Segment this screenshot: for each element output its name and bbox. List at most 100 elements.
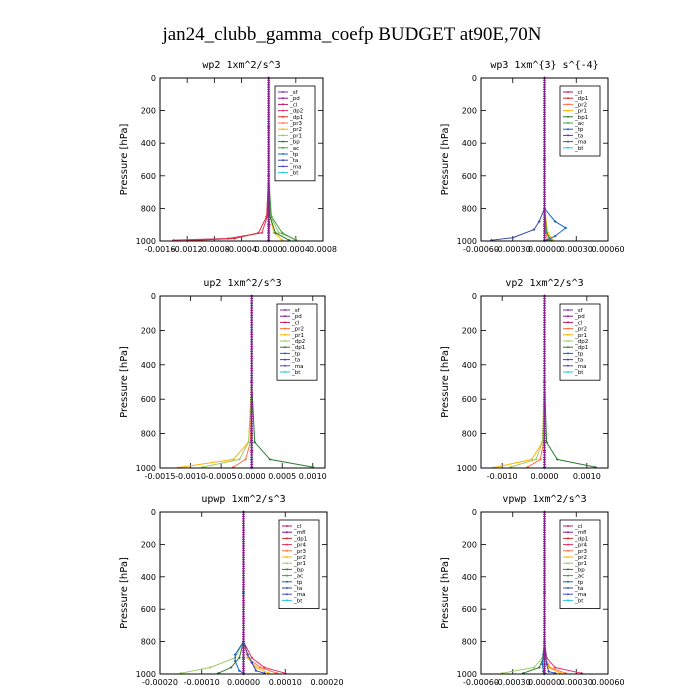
zero-marker	[542, 165, 547, 169]
series-point	[277, 231, 281, 235]
zero-marker	[266, 135, 271, 139]
series-point	[532, 666, 536, 669]
y-tick-label: 0	[472, 508, 477, 517]
legend-marker	[285, 562, 289, 565]
zero-marker	[542, 398, 547, 401]
zero-marker	[266, 231, 271, 235]
legend-marker	[281, 134, 285, 137]
zero-marker	[542, 578, 547, 582]
zero-marker	[542, 460, 547, 464]
panel-5: upwp 1xm^2/s^3 0 200 400 600 800 1000-0.00020-…	[119, 494, 344, 687]
zero-marker	[542, 227, 547, 230]
zero-marker	[542, 371, 547, 375]
legend-marker	[285, 574, 289, 577]
zero-marker	[542, 97, 547, 100]
zero-marker	[249, 443, 254, 447]
zero-marker	[542, 129, 547, 132]
series-line	[523, 512, 545, 674]
legend-label: _sf	[574, 308, 584, 314]
zero-marker	[542, 630, 547, 634]
legend-label: _bp	[293, 567, 304, 573]
zero-marker	[241, 642, 246, 645]
legend-label: _bt	[574, 598, 584, 604]
figure-title: jan24_clubb_gamma_coefp BUDGET at90E,70N	[161, 24, 541, 45]
zero-marker	[542, 664, 547, 668]
zero-marker	[266, 92, 271, 96]
zero-marker	[249, 403, 254, 406]
zero-marker	[542, 81, 547, 84]
zero-marker	[542, 519, 547, 523]
zero-marker	[241, 603, 246, 607]
x-tick-label: 0.0004	[282, 245, 310, 254]
zero-marker	[241, 601, 246, 605]
panel-title: wp3 1xm^{3} s^{-4}	[490, 60, 598, 71]
x-tick-label: -0.0015	[145, 472, 176, 481]
legend-marker	[566, 321, 570, 324]
zero-marker	[266, 122, 271, 125]
zero-marker	[542, 306, 547, 310]
zero-marker	[542, 131, 547, 135]
zero-marker-stack	[542, 510, 547, 675]
legend-label: _pr2	[289, 127, 302, 133]
legend-label: _tp	[574, 351, 584, 357]
legend-marker	[281, 90, 285, 94]
legend-label: _bt	[289, 171, 299, 177]
zero-marker	[542, 546, 547, 550]
y-axis-label: Pressure [hPa]	[440, 124, 451, 196]
x-tick-label: -0.00060	[463, 245, 499, 254]
zero-marker	[241, 667, 246, 670]
legend-label: _pr1	[293, 561, 306, 567]
legend-marker	[281, 121, 285, 125]
zero-marker	[249, 390, 254, 394]
zero-marker	[241, 553, 246, 557]
series-point	[260, 231, 264, 235]
zero-marker	[241, 556, 246, 559]
zero-marker	[249, 342, 254, 346]
zero-marker	[266, 85, 271, 89]
zero-marker	[241, 596, 246, 600]
legend-label: _cl	[291, 320, 300, 326]
zero-marker	[542, 415, 547, 418]
legend-marker	[285, 531, 289, 534]
zero-marker	[249, 350, 254, 353]
series-point	[258, 666, 262, 669]
zero-marker	[542, 648, 547, 652]
zero-marker	[542, 311, 547, 315]
series-point	[256, 231, 261, 235]
zero-marker	[542, 140, 547, 144]
zero-marker	[542, 234, 547, 237]
zero-marker	[542, 158, 547, 162]
zero-marker	[542, 608, 547, 611]
y-tick-label: 200	[141, 107, 156, 116]
zero-marker	[266, 147, 271, 151]
legend-label: _pr2	[293, 555, 306, 561]
series-ta	[489, 76, 547, 242]
zero-marker	[241, 655, 246, 659]
series-point	[233, 659, 237, 663]
legend-label: _dp1	[289, 115, 303, 121]
zero-marker	[249, 325, 254, 329]
legend-label: _tp	[289, 152, 299, 158]
legend-label: _dp1	[291, 345, 305, 351]
zero-marker	[249, 422, 254, 425]
legend-label: _bp	[289, 140, 300, 146]
zero-marker	[542, 621, 547, 625]
zero-marker	[241, 535, 246, 539]
legend-marker	[283, 327, 287, 330]
zero-marker	[249, 460, 254, 464]
zero-marker	[241, 658, 246, 661]
legend-label: _dp2	[574, 339, 588, 345]
zero-marker	[249, 395, 254, 399]
zero-marker	[249, 301, 254, 305]
zero-marker	[249, 374, 254, 377]
legend-label: _cl	[293, 524, 302, 530]
zero-marker	[266, 129, 271, 132]
y-tick-label: 0	[151, 292, 156, 301]
zero-marker	[266, 202, 271, 205]
zero-marker	[542, 610, 547, 614]
series-point	[254, 669, 258, 673]
series-point	[243, 458, 248, 461]
panel-4: vp2 1xm^2/s^3 0 200 400 600 800 1000 -0.0010 0.0…	[440, 278, 609, 481]
series-point	[233, 653, 237, 656]
zero-marker	[542, 195, 547, 199]
